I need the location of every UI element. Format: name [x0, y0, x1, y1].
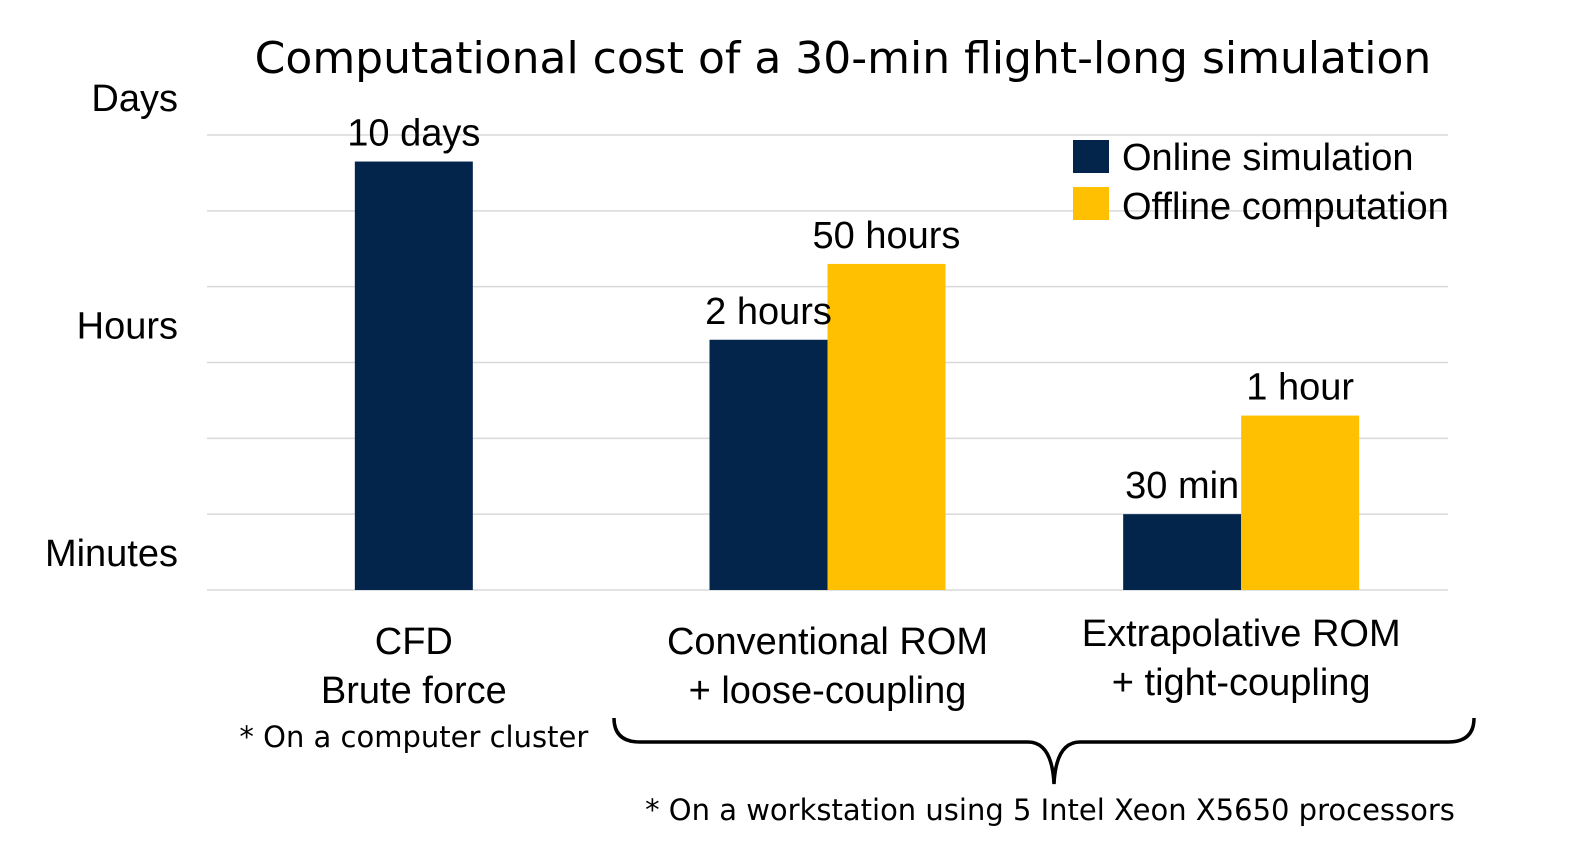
- data-label: 1 hour: [1246, 367, 1354, 409]
- y-axis-ticks: Minutes Hours Days: [45, 78, 178, 575]
- legend: Online simulation Offline computation: [1073, 137, 1449, 228]
- data-label: 10 days: [347, 113, 480, 155]
- x-category-label: + tight-coupling: [1112, 662, 1371, 704]
- category-note: * On a computer cluster: [239, 720, 588, 754]
- x-axis-categories: CFD Brute force * On a computer cluster Con…: [239, 613, 1400, 754]
- chart-title: Computational cost of a 30-min flight-lo…: [255, 33, 1432, 84]
- data-label: 50 hours: [813, 215, 961, 257]
- x-category-label: Conventional ROM: [667, 621, 988, 663]
- y-tick-label: Minutes: [45, 533, 178, 575]
- legend-swatch-offline: [1073, 187, 1109, 220]
- data-labels: 10 days 2 hours 50 hours 30 min 1 hour: [347, 113, 1354, 508]
- data-label: 30 min: [1125, 465, 1239, 507]
- legend-swatch-online: [1073, 140, 1109, 173]
- bar-offline-computation: [827, 263, 946, 590]
- brace: [612, 717, 1476, 785]
- legend-label-online: Online simulation: [1122, 137, 1413, 179]
- bar-online-simulation: [354, 161, 473, 590]
- bar-offline-computation: [1241, 415, 1360, 590]
- bars: [354, 161, 1360, 590]
- y-tick-label: Hours: [77, 306, 178, 348]
- x-category-label: Brute force: [321, 670, 507, 712]
- x-category-label: Extrapolative ROM: [1082, 613, 1401, 655]
- x-category-label: CFD: [375, 621, 453, 663]
- x-category-label: + loose-coupling: [689, 670, 967, 712]
- legend-label-offline: Offline computation: [1122, 186, 1449, 228]
- bar-online-simulation: [1123, 514, 1242, 590]
- y-tick-label: Days: [91, 78, 178, 120]
- data-label: 2 hours: [705, 291, 832, 333]
- bar-online-simulation: [709, 339, 828, 590]
- brace-note: * On a workstation using 5 Intel Xeon X5…: [645, 793, 1455, 827]
